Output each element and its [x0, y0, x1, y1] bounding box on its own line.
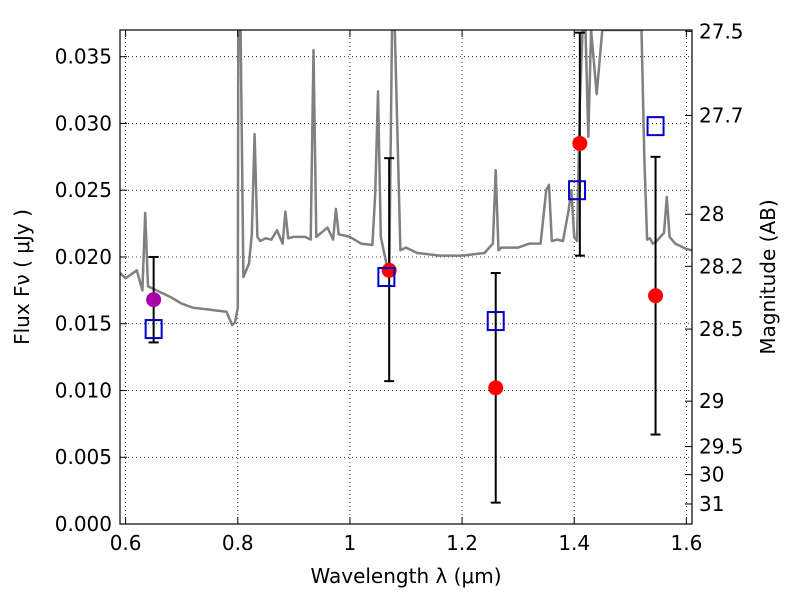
plot-frame	[119, 29, 693, 525]
y-tick-label: 0.030	[55, 111, 112, 135]
observed_red-point	[381, 262, 397, 278]
x-tick-label: 1.6	[670, 531, 702, 555]
spectrum-line	[120, 30, 692, 327]
y-tick-label: 0.010	[55, 378, 112, 402]
y2-tick-label: 27.7	[699, 103, 744, 127]
y2-tick-label: 28.2	[699, 254, 744, 278]
model_blue-point	[568, 180, 587, 201]
x-tick-label: 1.4	[558, 531, 590, 555]
y2-tick-label: 27.5	[699, 19, 744, 43]
model_blue-point	[486, 311, 505, 332]
observed_red-point	[488, 380, 504, 396]
model_blue-point	[377, 267, 396, 287]
spectrum-layer	[120, 30, 692, 327]
y2-axis-label: Magnitude (AB)	[756, 199, 780, 354]
y-tick-label: 0.015	[55, 312, 112, 336]
y2-tick-label: 29.5	[699, 435, 744, 459]
x-tick-label: 0.6	[110, 531, 142, 555]
model_blue-point	[144, 319, 163, 340]
errorbar-layer	[148, 31, 661, 504]
observed_red-point	[648, 288, 664, 304]
y2-tick-label: 28	[699, 202, 724, 226]
y-tick-label: 0.000	[55, 512, 112, 536]
observed_red-point	[572, 135, 588, 151]
x-tick-label: 1.2	[446, 531, 478, 555]
y2-tick-label: 29	[699, 389, 724, 413]
y-tick-label: 0.025	[55, 178, 112, 202]
x-tick-label: 0.8	[222, 531, 254, 555]
y-tick-label: 0.020	[55, 245, 112, 269]
y2-tick-label: 30	[699, 463, 724, 487]
y2-tick-label: 28.5	[699, 317, 744, 341]
observed_magenta-point	[146, 292, 162, 308]
x-axis-label: Wavelength λ (μm)	[310, 564, 501, 588]
y-tick-label: 0.035	[55, 45, 112, 69]
model_blue-point	[646, 116, 665, 137]
y-axis-label: Flux Fν ( μJy )	[10, 209, 34, 345]
grid	[120, 30, 692, 525]
x-tick-label: 1	[344, 531, 357, 555]
tick-layer: 0.6 0.8 1 1.2 1.4 1.6 0.000 0.005 0.010 0.015 0.02…	[55, 19, 744, 555]
marker-layer	[144, 116, 665, 396]
y2-tick-label: 31	[699, 492, 724, 516]
y-tick-label: 0.005	[55, 445, 112, 469]
